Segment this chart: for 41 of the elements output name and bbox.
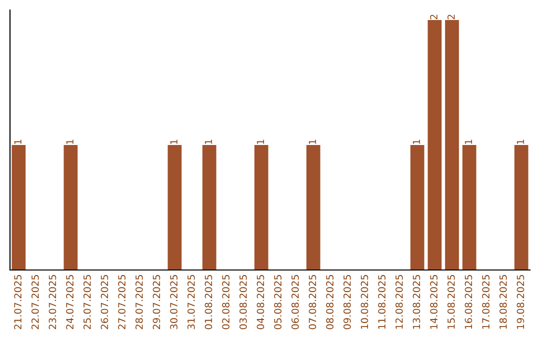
x-tick-label: 25.07.2025 (83, 275, 91, 330)
x-tick-label: 19.08.2025 (516, 275, 524, 329)
data-label: 1 (14, 140, 22, 144)
data-label: 1 (170, 140, 178, 144)
x-tick-label: 09.08.2025 (343, 275, 351, 330)
data-label: 1 (308, 140, 316, 144)
x-tick-label: 06.08.2025 (291, 275, 299, 330)
x-tick-label: 22.07.2025 (31, 275, 39, 330)
data-label: 2 (447, 14, 455, 20)
x-tick-label: 30.07.2025 (170, 275, 178, 330)
data-label: 1 (516, 140, 524, 144)
x-tick-label: 17.08.2025 (482, 275, 490, 329)
x-tick-label: 15.08.2025 (447, 275, 455, 329)
x-tick-label: 01.08.2025 (204, 275, 212, 330)
x-tick-label: 28.07.2025 (135, 275, 143, 330)
x-tick-label: 21.07.2025 (14, 275, 22, 330)
x-tick-label: 12.08.2025 (395, 275, 403, 329)
x-tick-label: 14.08.2025 (430, 275, 438, 329)
data-label: 1 (66, 140, 74, 144)
x-tick-label: 04.08.2025 (256, 275, 264, 330)
data-label: 1 (256, 140, 264, 144)
x-tick-label: 07.08.2025 (308, 275, 316, 330)
data-label: 2 (430, 14, 438, 20)
x-tick-label: 13.08.2025 (412, 275, 420, 329)
data-label: 1 (204, 140, 212, 144)
data-label: 1 (464, 140, 472, 144)
x-tick-label: 31.07.2025 (187, 275, 195, 330)
x-tick-label: 05.08.2025 (274, 275, 282, 330)
x-tick-label: 26.07.2025 (100, 275, 108, 330)
x-tick-label: 02.08.2025 (222, 275, 230, 330)
x-tick-label: 11.08.2025 (378, 275, 386, 329)
data-label: 1 (412, 140, 420, 144)
x-tick-label: 24.07.2025 (66, 275, 74, 330)
x-tick-label: 03.08.2025 (239, 275, 247, 330)
x-tick-label: 27.07.2025 (118, 275, 126, 330)
x-tick-label: 29.07.2025 (152, 275, 160, 330)
x-tick-label: 23.07.2025 (48, 275, 56, 330)
x-tick-label: 10.08.2025 (360, 275, 368, 329)
x-tick-label: 18.08.2025 (499, 275, 507, 329)
x-tick-label: 08.08.2025 (326, 275, 334, 330)
x-tick-label: 16.08.2025 (464, 275, 472, 329)
